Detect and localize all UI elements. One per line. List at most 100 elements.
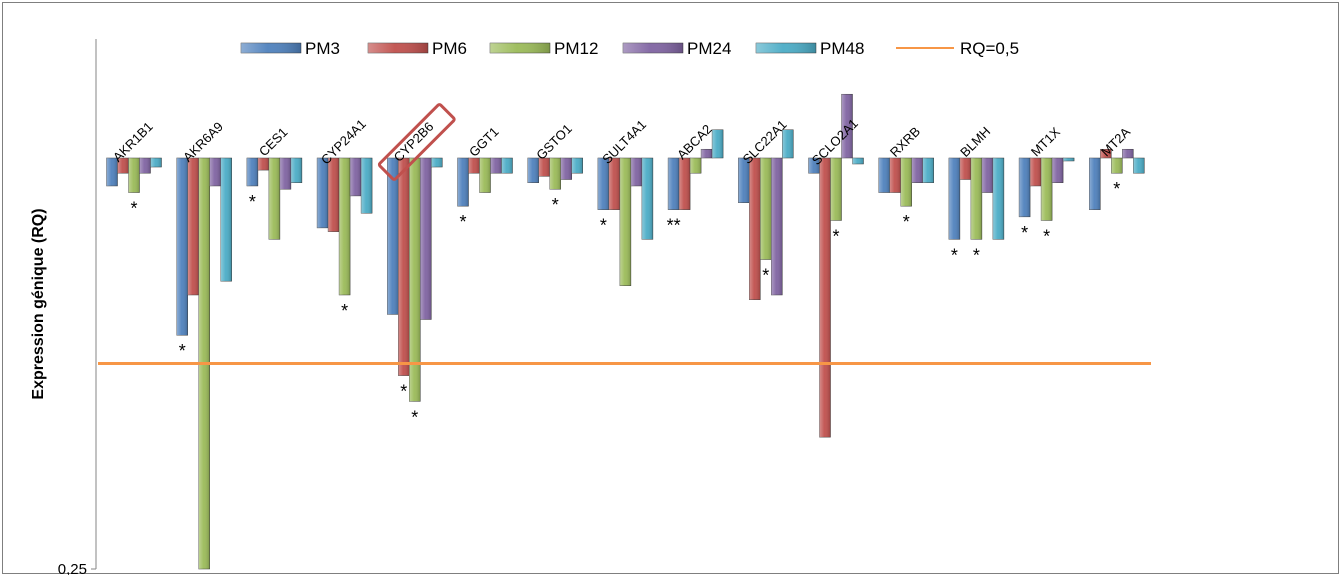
significance-mark: *: [1021, 223, 1028, 243]
bar-shading: [549, 158, 561, 190]
bar-shading: [878, 158, 890, 193]
bar-shading: [527, 158, 539, 183]
significance-mark: *: [130, 199, 137, 219]
significance-mark: *: [832, 226, 839, 246]
significance-marks: ********* ****** ** **: [130, 179, 1120, 427]
highlight-box-cyp2b6: [377, 103, 456, 181]
bar-shading: [852, 158, 864, 164]
bar-shading: [959, 158, 971, 180]
bar-shading: [1063, 158, 1075, 161]
bar-shading: [1030, 158, 1042, 186]
significance-mark: *: [903, 212, 910, 232]
legend-item-pm12: PM12: [489, 39, 598, 58]
bar-shading: [992, 158, 1004, 240]
bar-shading: [246, 158, 258, 186]
category-label-blmh: BLMH: [957, 124, 993, 160]
bar-shading: [911, 158, 923, 183]
bar-shading: [328, 158, 340, 232]
legend-label: PM3: [305, 39, 340, 58]
category-label-gsto1: GSTO1: [533, 121, 575, 163]
significance-mark: *: [459, 212, 466, 232]
significance-mark: *: [411, 407, 418, 427]
bar-shading: [387, 158, 399, 315]
bar-shading: [608, 158, 620, 210]
bar-shading: [782, 129, 794, 158]
bar-shading: [257, 158, 269, 171]
bar-shading: [398, 158, 410, 376]
significance-mark: *: [179, 341, 186, 361]
bar-shading: [701, 149, 713, 158]
significance-mark: *: [341, 301, 348, 321]
bar-shading: [1111, 158, 1123, 174]
bar-shading: [641, 158, 653, 240]
bar-shading: [176, 158, 188, 336]
legend-item-rq-0-5: RQ=0,5: [896, 39, 1019, 58]
bar-shading: [690, 158, 702, 174]
legend-label: RQ=0,5: [960, 39, 1019, 58]
bar-shading: [819, 158, 831, 438]
bar-shading: [749, 158, 761, 300]
chart-legend: PM3 PM6 PM12 PM24 PM48 RQ=0,5: [240, 39, 1019, 58]
legend-label: PM6: [432, 39, 467, 58]
y-tick-label: 0,25: [58, 561, 87, 575]
bar-chart: PM3 PM6 PM12 PM24 PM48 RQ=0,5 0,25 Expression…: [30, 39, 1151, 575]
category-label-mt1x: MT1X: [1028, 124, 1063, 159]
legend-swatch-shading: [623, 43, 683, 53]
legend-label: PM12: [554, 39, 598, 58]
bar-shading: [1019, 158, 1031, 217]
significance-mark: *: [249, 192, 256, 212]
bar-shading: [350, 158, 362, 196]
significance-mark: *: [400, 382, 407, 402]
bar-shading: [220, 158, 232, 282]
bar-shading: [339, 158, 351, 295]
bar-shading: [457, 158, 469, 207]
bar-shading: [1122, 149, 1134, 158]
bar-shading: [738, 158, 750, 203]
bar-shading: [760, 158, 772, 260]
bar-shading: [420, 158, 432, 320]
bar-shading: [209, 158, 221, 186]
significance-mark: *: [1043, 226, 1050, 246]
bar-shading: [490, 158, 502, 174]
significance-mark: *: [552, 195, 559, 215]
bar-shading: [619, 158, 631, 286]
bar-shading: [889, 158, 901, 193]
bar-shading: [970, 158, 982, 240]
bar-shading: [771, 158, 783, 295]
bar-shading: [150, 158, 162, 168]
legend-swatch-shading: [368, 43, 428, 53]
bar-shading: [1133, 158, 1145, 174]
legend-swatch-shading: [756, 43, 816, 53]
bar-shading: [290, 158, 302, 183]
bar-shading: [712, 129, 724, 158]
legend-label: PM24: [687, 39, 731, 58]
bar-shading: [361, 158, 373, 214]
bar-shading: [808, 158, 820, 174]
bar-shading: [117, 158, 129, 174]
bar-shading: [501, 158, 513, 174]
bar-shading: [538, 158, 550, 177]
significance-mark: *: [762, 266, 769, 286]
bar-shading: [106, 158, 118, 186]
bar-shading: [597, 158, 609, 210]
bar-shading: [981, 158, 993, 193]
bar-shading: [841, 94, 853, 158]
bar-shading: [268, 158, 280, 240]
bar-shading: [1041, 158, 1053, 221]
bar-shading: [1052, 158, 1064, 183]
bar-shading: [409, 158, 421, 402]
bar-shading: [279, 158, 291, 190]
category-label-ggt1: GGT1: [466, 124, 502, 160]
bar-groups: [106, 93, 1145, 570]
legend-item-pm3: PM3: [240, 39, 340, 58]
legend-item-pm48: PM48: [755, 39, 864, 58]
bar-shading: [479, 158, 491, 193]
significance-mark: *: [973, 245, 980, 265]
bar-shading: [679, 158, 691, 210]
bar-shading: [187, 158, 199, 295]
bar-shading: [128, 158, 140, 193]
legend-label: PM48: [820, 39, 864, 58]
category-label-rxrb: RXRB: [887, 124, 923, 160]
bar-shading: [830, 158, 842, 221]
